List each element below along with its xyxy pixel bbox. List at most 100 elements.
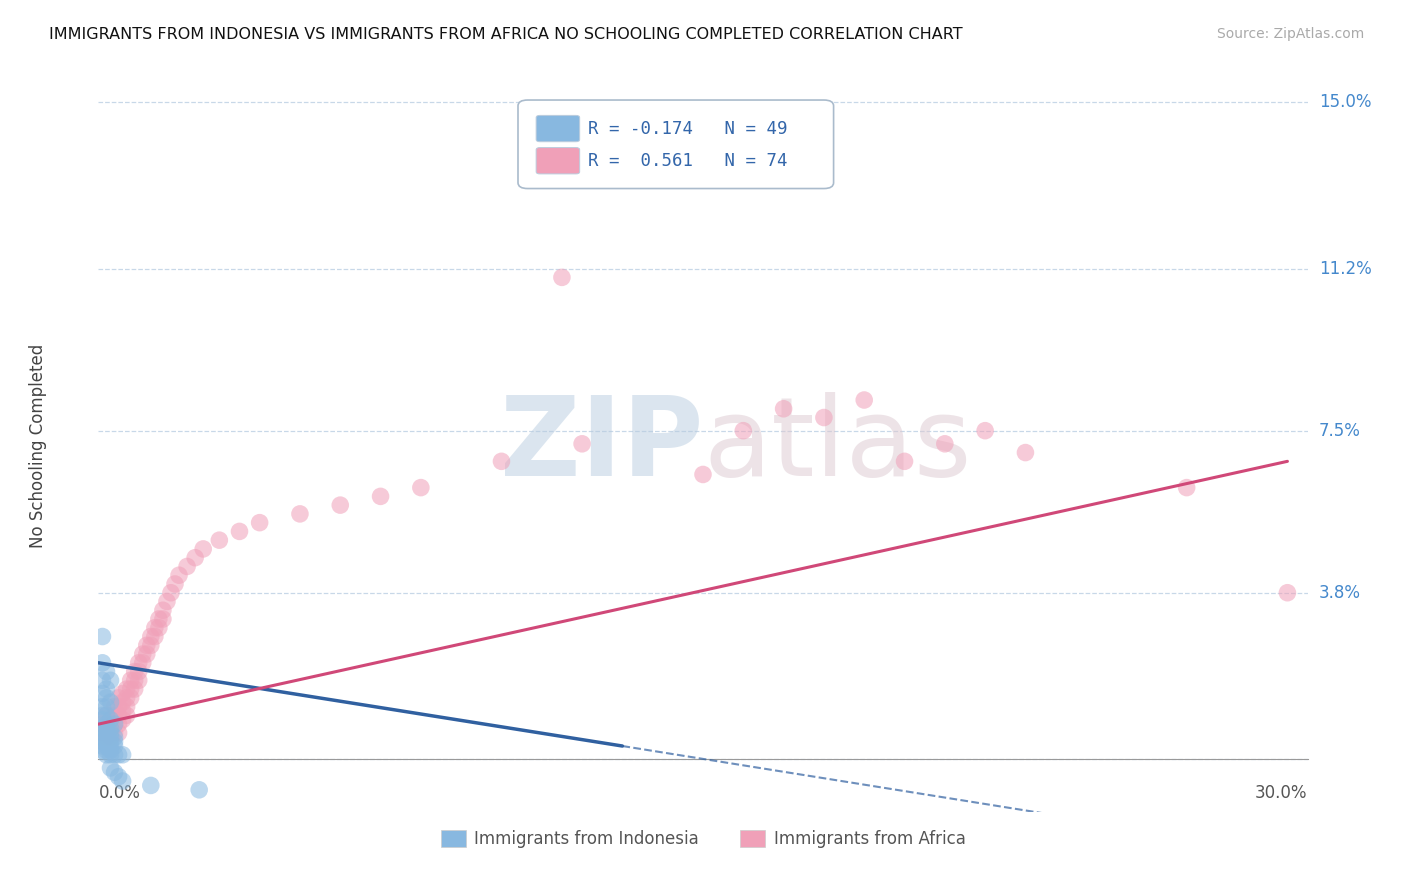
Point xyxy=(974,424,997,438)
Point xyxy=(156,594,179,608)
Point xyxy=(111,704,134,718)
Point xyxy=(91,630,114,644)
Text: ZIP: ZIP xyxy=(499,392,703,500)
Text: 0.0%: 0.0% xyxy=(98,784,141,802)
Point xyxy=(103,726,125,740)
Point xyxy=(107,717,129,731)
Text: No Schooling Completed: No Schooling Completed xyxy=(30,344,46,548)
Point xyxy=(692,467,714,482)
Point xyxy=(91,686,114,700)
Point xyxy=(193,541,215,556)
Point xyxy=(208,533,231,548)
Point xyxy=(91,726,114,740)
Point xyxy=(167,568,190,582)
Point xyxy=(91,699,114,714)
Point xyxy=(100,673,122,688)
Text: 30.0%: 30.0% xyxy=(1256,784,1308,802)
Point xyxy=(103,708,125,723)
Point xyxy=(853,392,876,407)
Point xyxy=(111,747,134,762)
Point xyxy=(120,673,142,688)
Point xyxy=(96,690,118,705)
Point xyxy=(103,717,125,731)
Point xyxy=(91,743,114,757)
Point xyxy=(103,739,125,753)
Point xyxy=(100,713,122,727)
Point xyxy=(103,747,125,762)
Point xyxy=(107,770,129,784)
Point xyxy=(128,665,150,679)
Point xyxy=(152,603,174,617)
Point xyxy=(132,647,155,661)
Text: 3.8%: 3.8% xyxy=(1319,583,1361,602)
Text: atlas: atlas xyxy=(703,392,972,500)
Point xyxy=(111,695,134,709)
Point xyxy=(115,708,138,723)
Point xyxy=(96,722,118,736)
Point xyxy=(733,424,755,438)
Point xyxy=(249,516,271,530)
Point xyxy=(91,673,114,688)
Point xyxy=(409,481,432,495)
Point xyxy=(100,747,122,762)
Point xyxy=(120,690,142,705)
Point xyxy=(100,713,122,727)
Point xyxy=(135,647,157,661)
Text: IMMIGRANTS FROM INDONESIA VS IMMIGRANTS FROM AFRICA NO SCHOOLING COMPLETED CORRE: IMMIGRANTS FROM INDONESIA VS IMMIGRANTS … xyxy=(49,27,963,42)
Point xyxy=(934,437,956,451)
Point xyxy=(152,612,174,626)
Point xyxy=(107,699,129,714)
Point xyxy=(132,656,155,670)
Point xyxy=(96,708,118,723)
Point xyxy=(91,722,114,736)
Point xyxy=(96,731,118,745)
Point xyxy=(288,507,311,521)
Point xyxy=(1175,481,1198,495)
Point xyxy=(120,682,142,697)
Point xyxy=(135,638,157,652)
Point xyxy=(100,761,122,775)
Text: 15.0%: 15.0% xyxy=(1319,93,1371,112)
Legend: Immigrants from Indonesia, Immigrants from Africa: Immigrants from Indonesia, Immigrants fr… xyxy=(434,823,972,855)
Point xyxy=(96,743,118,757)
Point xyxy=(551,270,574,285)
Text: Source: ZipAtlas.com: Source: ZipAtlas.com xyxy=(1216,27,1364,41)
Point xyxy=(139,630,162,644)
Point xyxy=(100,726,122,740)
FancyBboxPatch shape xyxy=(536,115,579,142)
Point xyxy=(148,621,170,635)
Point xyxy=(103,717,125,731)
Point xyxy=(91,731,114,745)
Point xyxy=(100,695,122,709)
Point xyxy=(491,454,513,468)
Point xyxy=(91,656,114,670)
Point xyxy=(115,699,138,714)
Point xyxy=(148,612,170,626)
Point xyxy=(100,739,122,753)
Point xyxy=(96,682,118,697)
Point xyxy=(100,743,122,757)
Point xyxy=(143,630,166,644)
Point xyxy=(96,731,118,745)
Point xyxy=(103,734,125,748)
Point xyxy=(100,734,122,748)
Point xyxy=(96,726,118,740)
Point xyxy=(103,699,125,714)
Point xyxy=(107,726,129,740)
Point xyxy=(103,765,125,780)
Point xyxy=(571,437,593,451)
Point xyxy=(91,708,114,723)
Text: R = -0.174   N = 49: R = -0.174 N = 49 xyxy=(588,120,787,137)
Point xyxy=(124,682,146,697)
Text: R =  0.561   N = 74: R = 0.561 N = 74 xyxy=(588,152,787,169)
FancyBboxPatch shape xyxy=(517,100,834,188)
Point xyxy=(107,708,129,723)
Point xyxy=(96,739,118,753)
Point xyxy=(111,713,134,727)
Point xyxy=(107,690,129,705)
Point xyxy=(100,722,122,736)
Point xyxy=(893,454,915,468)
Point xyxy=(100,731,122,745)
Point xyxy=(1014,445,1036,459)
Point xyxy=(115,690,138,705)
